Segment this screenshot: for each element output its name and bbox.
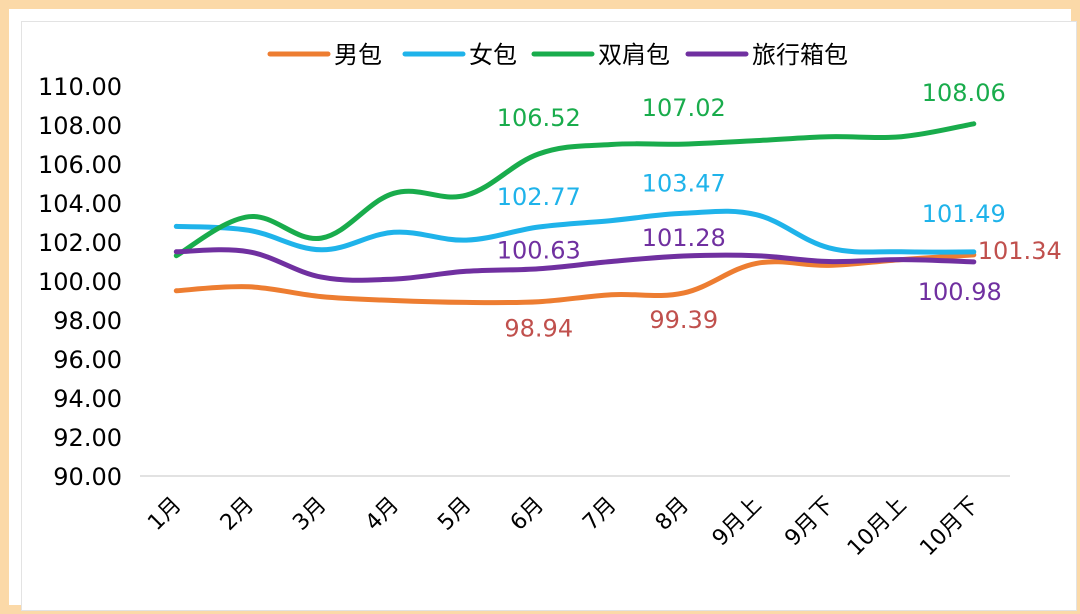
x-tick-label: 6月 <box>506 493 549 536</box>
legend-label-mens-bag: 男包 <box>334 41 382 69</box>
y-tick-label: 96.00 <box>53 346 122 374</box>
x-tick-label: 4月 <box>361 493 404 536</box>
y-tick-label: 108.00 <box>38 112 122 140</box>
y-tick-label: 110.00 <box>38 73 122 101</box>
y-tick-label: 90.00 <box>53 463 122 491</box>
data-label-backpack: 107.02 <box>642 94 726 122</box>
series-line-backpack <box>173 121 977 259</box>
data-label-womens-bag: 101.49 <box>922 200 1006 228</box>
x-tick-label: 1月 <box>143 493 186 536</box>
x-tick-label: 3月 <box>288 493 331 536</box>
data-label-luggage: 100.98 <box>918 278 1002 306</box>
chart-legend: 男包 女包 双肩包 旅行箱包 <box>267 41 848 69</box>
legend-label-luggage: 旅行箱包 <box>752 41 848 69</box>
series-line-womens-bag <box>173 208 977 255</box>
x-tick-label: 10月上 <box>843 493 912 562</box>
x-tick-label: 2月 <box>216 493 259 536</box>
x-axis: 1月 2月 3月 4月 5月 6月 7月 8月 9月上 9月下 10月上 10月下 <box>140 475 1010 562</box>
data-label-backpack: 106.52 <box>497 104 581 132</box>
data-label-luggage: 100.63 <box>497 237 581 265</box>
legend-label-womens-bag: 女包 <box>469 41 517 69</box>
series-line-mens-bag <box>173 252 977 306</box>
y-tick-label: 100.00 <box>38 268 122 296</box>
x-tick-label: 9月下 <box>780 493 839 552</box>
series-line-luggage <box>173 247 977 283</box>
x-tick-label: 9月上 <box>708 493 767 552</box>
data-label-womens-bag: 103.47 <box>642 169 726 197</box>
data-label-luggage: 101.28 <box>642 224 726 252</box>
data-label-mens-bag: 98.94 <box>504 315 573 343</box>
data-label-womens-bag: 102.77 <box>497 183 581 211</box>
y-tick-label: 102.00 <box>38 229 122 257</box>
data-label-mens-bag: 99.39 <box>649 306 718 334</box>
chart-panel <box>21 21 1077 611</box>
data-label-backpack: 108.06 <box>922 79 1006 107</box>
x-tick-label: 7月 <box>578 493 621 536</box>
data-labels: 98.94 99.39 101.34 102.77 103.47 101.49 106.52… <box>497 79 1062 343</box>
y-tick-label: 98.00 <box>53 307 122 335</box>
y-tick-label: 92.00 <box>53 424 122 452</box>
x-tick-label: 10月下 <box>915 493 984 562</box>
y-tick-label: 104.00 <box>38 190 122 218</box>
y-tick-label: 94.00 <box>53 385 122 413</box>
y-tick-label: 106.00 <box>38 151 122 179</box>
series-lines <box>173 121 977 306</box>
y-axis: 90.00 92.00 94.00 96.00 98.00 100.00 102.00 104… <box>38 73 122 491</box>
x-tick-label: 5月 <box>433 493 476 536</box>
x-tick-label: 8月 <box>651 493 694 536</box>
data-label-mens-bag: 101.34 <box>978 237 1062 265</box>
legend-label-backpack: 双肩包 <box>598 41 670 69</box>
